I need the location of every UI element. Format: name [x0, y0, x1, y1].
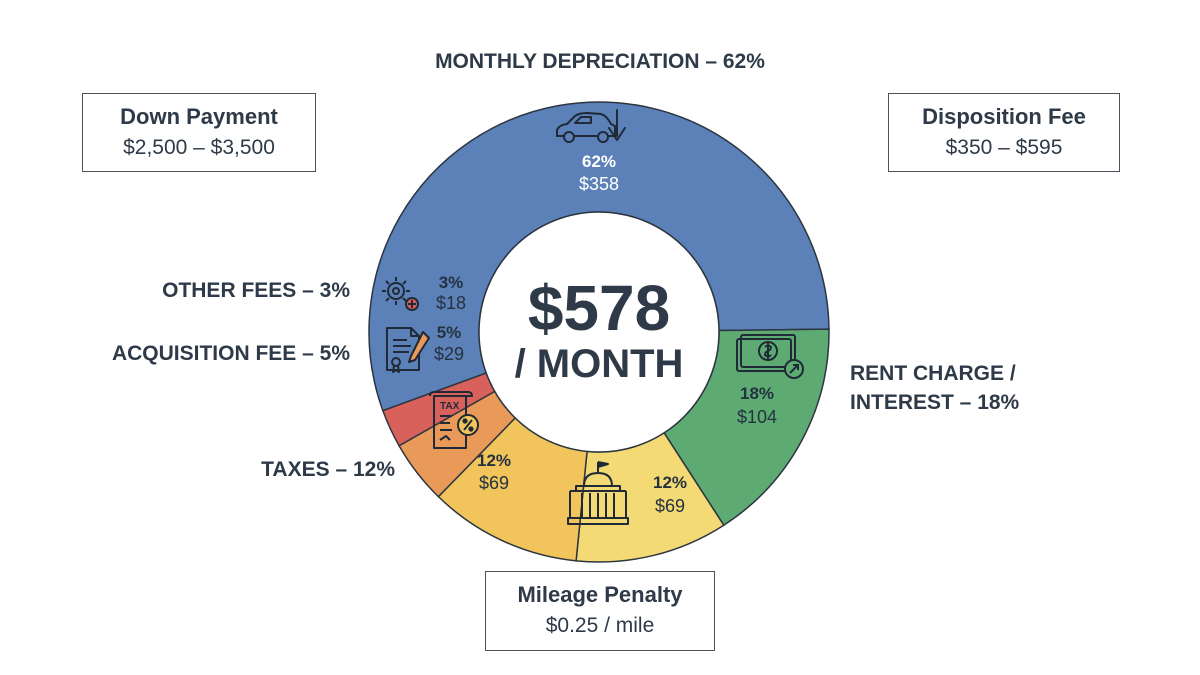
- donut-center: [478, 211, 720, 453]
- disposition-fee-title: Disposition Fee: [922, 104, 1086, 129]
- slice-percent-label: 5%: [437, 323, 462, 342]
- svg-text:TAX: TAX: [440, 401, 460, 412]
- slice-category-label: OTHER FEES – 3%: [162, 279, 350, 302]
- slice-percent-label: 62%: [582, 152, 616, 171]
- slice-amount-label: $29: [434, 344, 464, 364]
- slice-category-label: MONTHLY DEPRECIATION – 62%: [435, 50, 765, 73]
- slice-category-label: TAXES – 12%: [261, 458, 395, 481]
- slice-amount-label: $69: [479, 473, 509, 493]
- slices-layer: [368, 101, 830, 563]
- government-building-icon: [567, 461, 629, 525]
- side-labels-layer: MONTHLY DEPRECIATION – 62% RENT CHARGE / I…: [112, 50, 1020, 481]
- slice-amount-label: $358: [579, 174, 619, 194]
- slice-percent-label: 12%: [653, 473, 687, 492]
- center-total: $578: [528, 272, 670, 344]
- car-depreciation-icon: [556, 109, 626, 143]
- slice-category-label: ACQUISITION FEE – 5%: [112, 342, 350, 365]
- disposition-fee-box: Disposition Fee $350 – $595: [888, 93, 1120, 172]
- slice-percent-label: 18%: [740, 384, 774, 403]
- slice-amount-label: $18: [436, 293, 466, 313]
- mileage-penalty-box: Mileage Penalty $0.25 / mile: [485, 571, 715, 651]
- disposition-fee-value: $350 – $595: [945, 136, 1063, 159]
- center-unit: / MONTH: [515, 342, 684, 386]
- icons-layer: TAX: [382, 109, 804, 525]
- slice-category-label: RENT CHARGE / INTEREST – 18%: [850, 362, 1020, 414]
- slice-amount-label: $104: [737, 407, 777, 427]
- contract-document-icon: [386, 327, 430, 373]
- mileage-penalty-title: Mileage Penalty: [517, 582, 683, 607]
- down-payment-value: $2,500 – $3,500: [123, 136, 275, 159]
- slice-percent-label: 12%: [477, 451, 511, 470]
- gears-icon: [382, 277, 419, 311]
- down-payment-box: Down Payment $2,500 – $3,500: [82, 93, 316, 172]
- slice-percent-label: 3%: [439, 273, 464, 292]
- labels-layer: 62% $358 18% $104 12% $69 12% $69 5% $29 3%$18: [434, 152, 777, 516]
- mileage-penalty-value: $0.25 / mile: [545, 614, 655, 637]
- money-growth-icon: [736, 334, 804, 379]
- down-payment-title: Down Payment: [120, 104, 278, 129]
- slice-amount-label: $69: [655, 496, 685, 516]
- tax-document-icon: TAX: [429, 391, 479, 449]
